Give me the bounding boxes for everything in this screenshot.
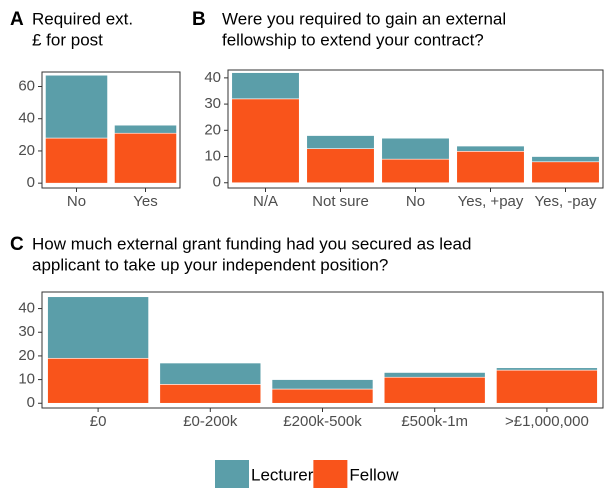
bar-segment: [496, 369, 598, 404]
bar-segment: [383, 376, 486, 404]
bar-segment: [456, 150, 525, 184]
x-tick-label: >£1,000,000: [505, 413, 589, 430]
bar-segment: [45, 137, 108, 184]
y-tick-label: 20: [18, 142, 35, 159]
x-tick-label: £500k-1m: [401, 413, 468, 430]
x-tick-label: No: [406, 193, 425, 210]
panel-letter: B: [192, 9, 206, 30]
x-tick-label: Yes, +pay: [458, 193, 524, 210]
x-tick-label: £200k-500k: [283, 413, 362, 430]
y-tick-label: 0: [213, 174, 221, 191]
bar-segment: [159, 384, 262, 404]
x-tick-label: No: [67, 193, 86, 210]
bar-segment: [47, 357, 149, 404]
panel-title: Were you required to gain an external: [222, 9, 506, 28]
panel-title: applicant to take up your independent po…: [32, 255, 388, 274]
bar-segment: [231, 72, 300, 100]
panel-title: fellowship to extend your contract?: [222, 30, 484, 49]
y-tick-label: 10: [18, 371, 35, 388]
y-tick-label: 40: [18, 110, 35, 127]
bar-segment: [496, 367, 598, 371]
legend-swatch: [313, 460, 348, 488]
bar-segment: [531, 156, 600, 163]
panel-title: Required ext.: [32, 9, 133, 28]
panel-letter: C: [10, 234, 24, 255]
bar-segment: [531, 161, 600, 184]
bar-segment: [47, 296, 149, 359]
bar-segment: [231, 98, 300, 184]
y-tick-label: 20: [204, 121, 221, 138]
legend-label: Lecturer: [251, 465, 314, 484]
y-tick-label: 60: [18, 77, 35, 94]
panel-border: [41, 71, 181, 189]
y-tick-label: 10: [204, 148, 221, 165]
x-tick-label: N/A: [253, 193, 278, 210]
legend-label: Fellow: [349, 465, 399, 484]
x-tick-label: Yes: [133, 193, 157, 210]
panel-border: [227, 69, 604, 189]
bar-segment: [271, 388, 374, 404]
y-tick-label: 0: [27, 174, 35, 191]
panel-title: £ for post: [32, 30, 103, 49]
bar-segment: [159, 362, 262, 385]
x-tick-label: Not sure: [312, 193, 369, 210]
x-tick-label: £0: [90, 413, 107, 430]
legend-swatch: [215, 460, 249, 488]
x-tick-label: £0-200k: [183, 413, 238, 430]
bar-segment: [381, 137, 450, 160]
y-tick-label: 40: [204, 69, 221, 86]
bar-segment: [383, 372, 486, 378]
y-tick-label: 30: [204, 95, 221, 112]
bar-segment: [114, 132, 177, 184]
y-tick-label: 20: [18, 347, 35, 364]
bar-segment: [271, 379, 374, 390]
bar-segment: [381, 158, 450, 184]
bar-segment: [45, 74, 108, 139]
panel-letter: A: [10, 9, 24, 30]
y-tick-label: 40: [18, 300, 35, 317]
y-tick-label: 30: [18, 323, 35, 340]
bar-segment: [456, 145, 525, 152]
bar-segment: [114, 124, 177, 134]
bar-segment: [306, 135, 375, 149]
bar-segment: [306, 148, 375, 184]
panel-border: [41, 291, 604, 409]
y-tick-label: 0: [27, 394, 35, 411]
panel-title: How much external grant funding had you …: [32, 234, 471, 253]
x-tick-label: Yes, -pay: [535, 193, 597, 210]
